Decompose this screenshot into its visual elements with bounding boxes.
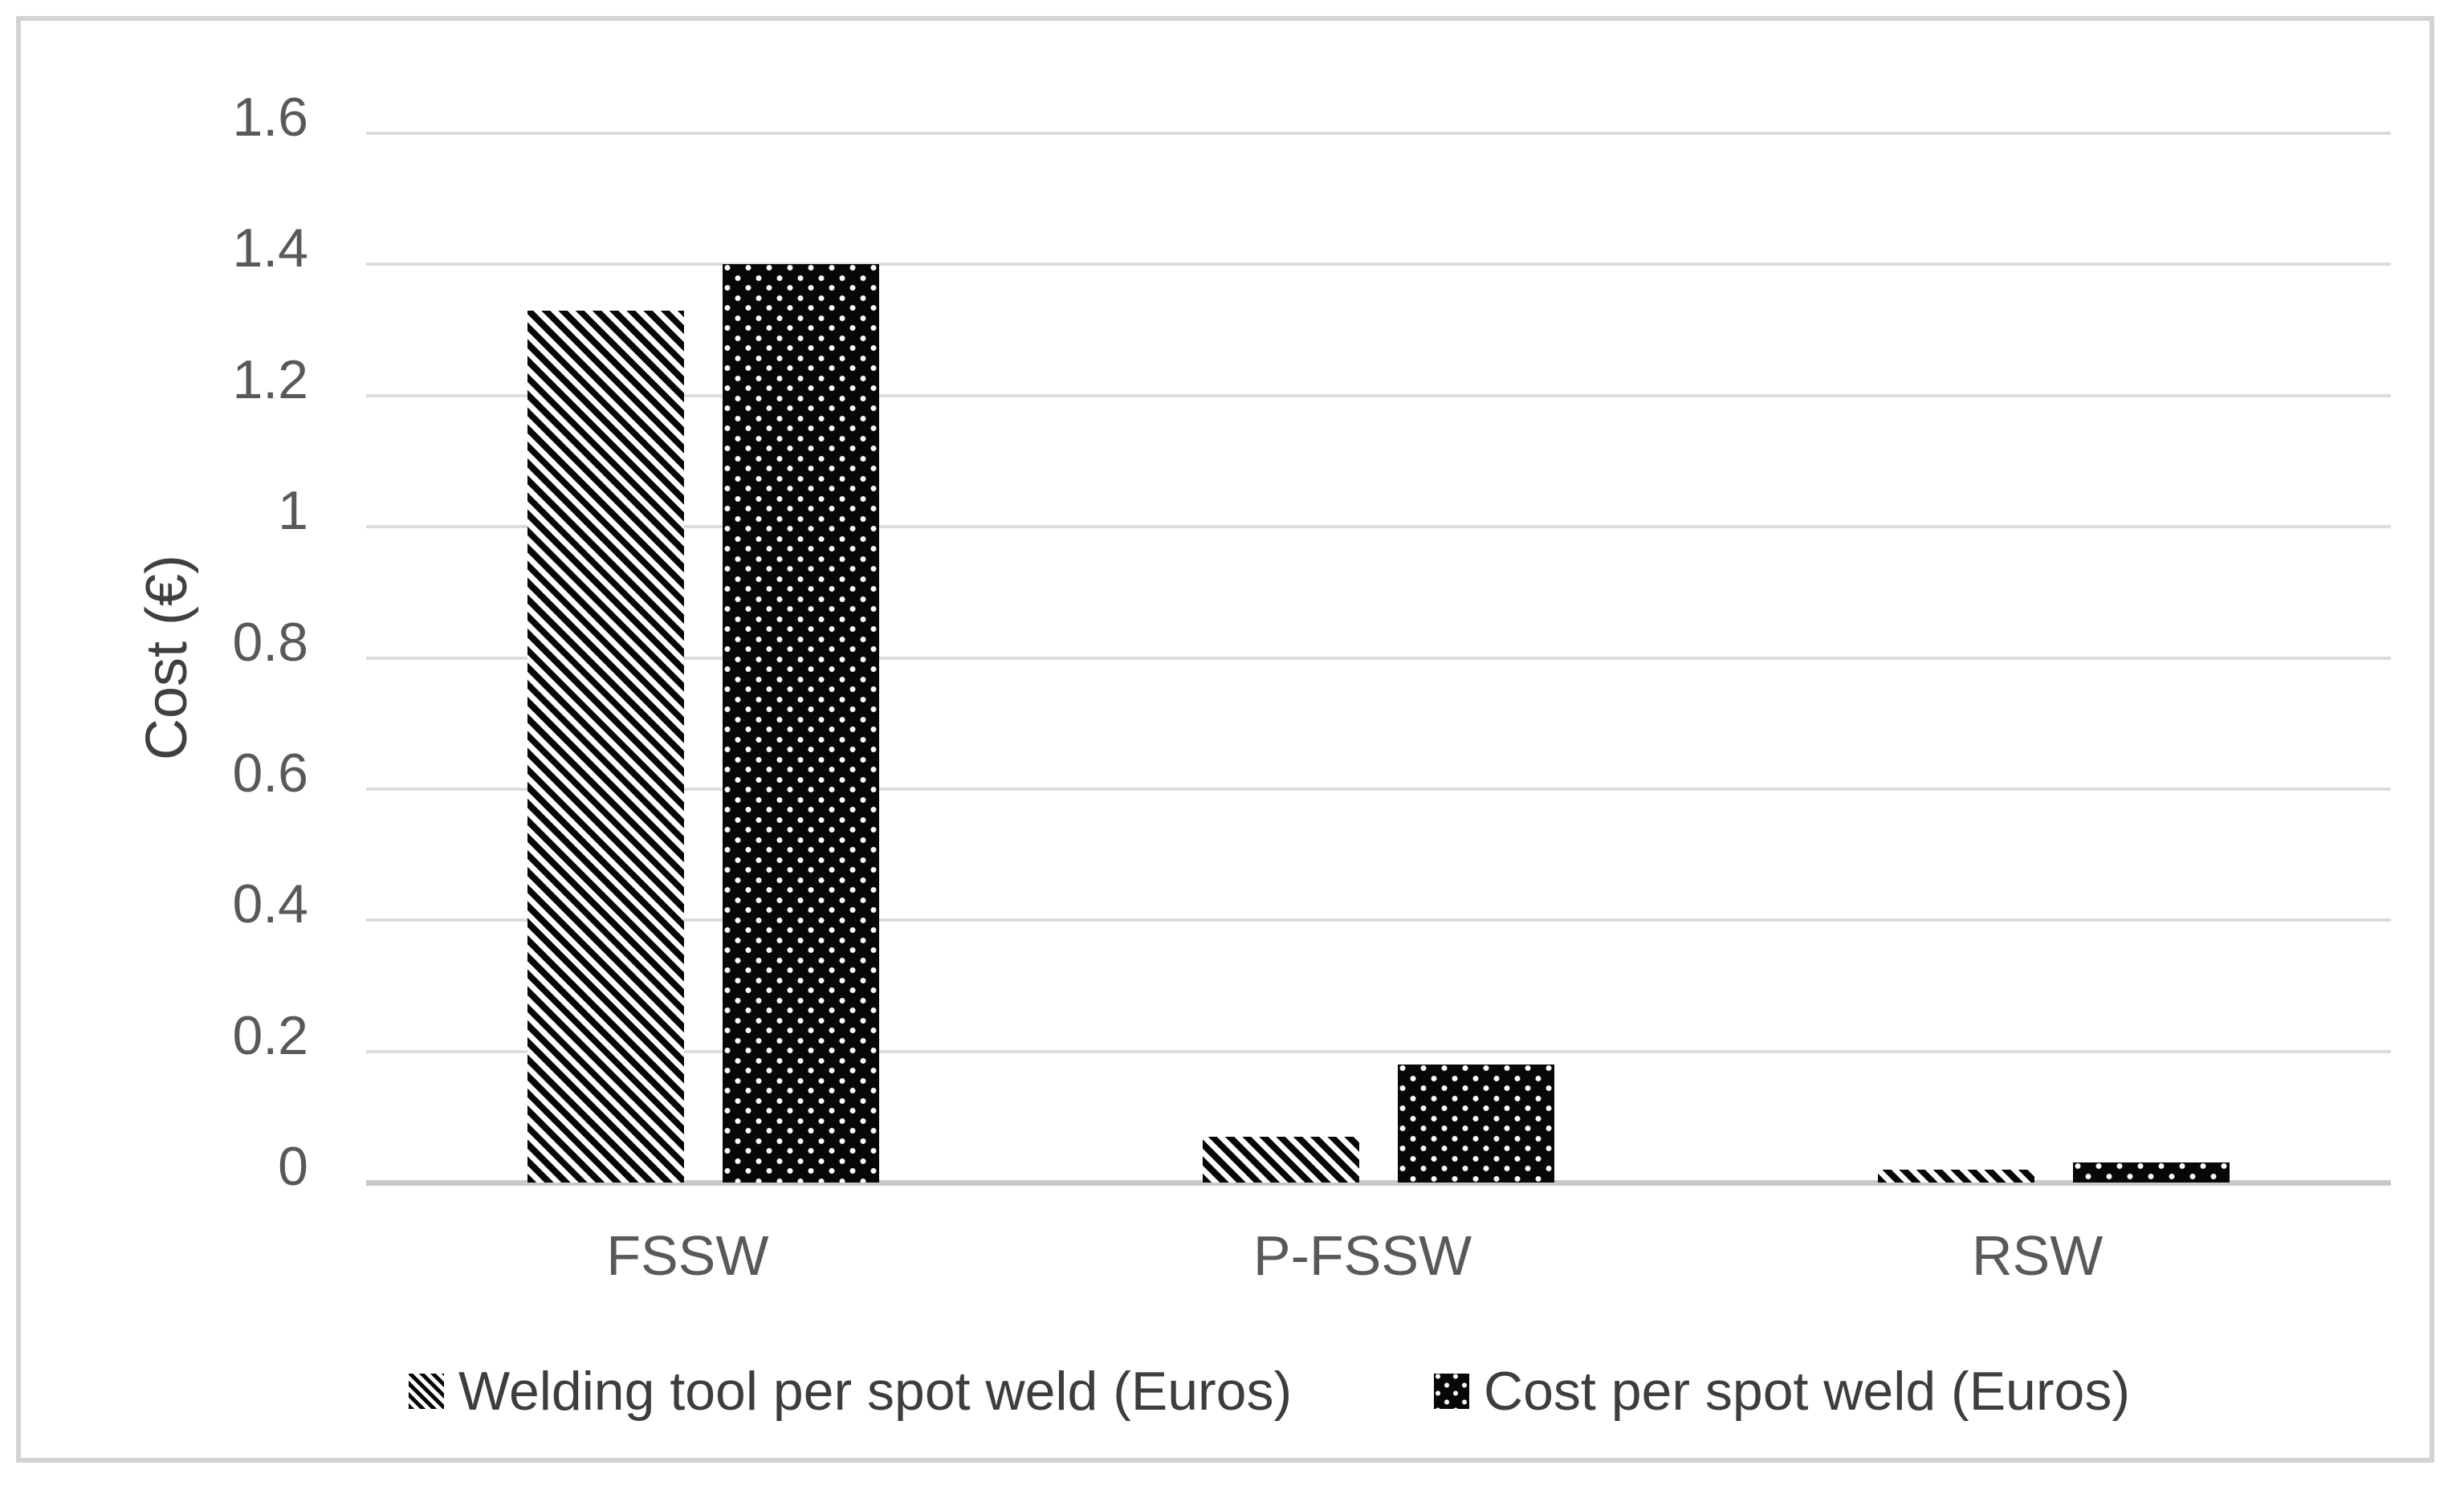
x-axis-line [366, 1180, 2391, 1186]
x-category-label: P-FSSW [1252, 1224, 1472, 1287]
y-tick-label: 1 [278, 480, 308, 542]
bar-fssw-welding-tool [527, 311, 684, 1183]
x-category-label: RSW [1972, 1224, 2104, 1287]
y-tick-label: 0.6 [232, 742, 308, 804]
gridline [366, 918, 2391, 922]
gridline [366, 656, 2391, 660]
dots-swatch-icon [1434, 1374, 1469, 1409]
chart-frame: Cost (€) 0 0.2 0.4 0.6 0.8 1 1.2 1.4 1.6 FSSW P-F… [16, 16, 2434, 1463]
legend-item-welding-tool: Welding tool per spot weld (Euros) [409, 1360, 1292, 1423]
legend-label: Welding tool per spot weld (Euros) [458, 1361, 1293, 1422]
legend-item-cost: Cost per spot weld (Euros) [1434, 1360, 2130, 1423]
gridline [366, 787, 2391, 791]
bar-rsw-cost [2073, 1162, 2230, 1183]
gridline [366, 1049, 2391, 1053]
y-tick-label: 0.8 [232, 611, 308, 673]
y-tick-label: 1.6 [232, 87, 308, 148]
bar-p-fssw-cost [1398, 1065, 1554, 1183]
y-tick-label: 0.2 [232, 1004, 308, 1066]
legend-label: Cost per spot weld (Euros) [1484, 1361, 2130, 1422]
gridline [366, 263, 2391, 267]
hatch-swatch-icon [409, 1374, 444, 1409]
bar-fssw-cost [723, 264, 879, 1183]
bar-rsw-welding-tool [1878, 1170, 2034, 1183]
plot-area [366, 132, 2391, 1186]
y-tick-label: 1.4 [232, 218, 308, 279]
bar-p-fssw-welding-tool [1203, 1137, 1359, 1183]
y-tick-label: 0 [278, 1136, 308, 1197]
gridline [366, 132, 2391, 135]
y-tick-label: 1.2 [232, 348, 308, 410]
gridline [366, 525, 2391, 529]
legend: Welding tool per spot weld (Euros) Cost … [21, 1360, 2429, 1424]
y-tick-label: 0.4 [232, 873, 308, 935]
x-category-label: FSSW [606, 1224, 769, 1287]
gridline [366, 393, 2391, 397]
